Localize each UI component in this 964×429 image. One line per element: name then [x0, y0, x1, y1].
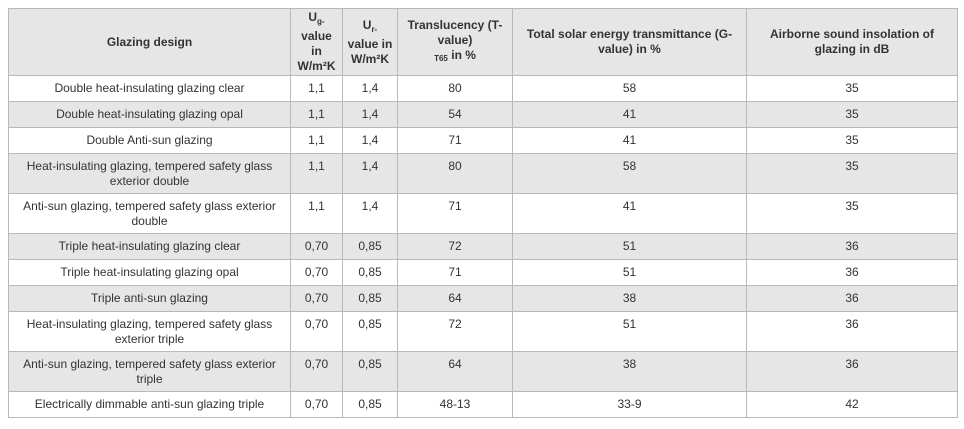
header-translucency-unit: in % — [451, 48, 476, 62]
header-sound-insulation: Airborne sound insolation of glazing in … — [746, 8, 958, 76]
table-row: Anti-sun glazing, tempered safety glass … — [8, 193, 958, 234]
cell-solar-transmittance: 58 — [512, 75, 747, 102]
cell-ug-value: 1,1 — [290, 127, 343, 154]
table-row: Heat-insulating glazing, tempered safety… — [8, 153, 958, 194]
cell-solar-transmittance: 33-9 — [512, 391, 747, 418]
cell-sound-insulation: 36 — [746, 233, 958, 260]
cell-sound-insulation: 36 — [746, 259, 958, 286]
cell-ur-value: 1,4 — [342, 101, 398, 128]
cell-ug-value: 0,70 — [290, 311, 343, 352]
header-ur-value: Ur- value in W/m²K — [342, 8, 398, 76]
cell-ur-value: 1,4 — [342, 153, 398, 194]
cell-ug-value: 0,70 — [290, 233, 343, 260]
cell-solar-transmittance: 38 — [512, 285, 747, 312]
cell-glazing-design: Electrically dimmable anti-sun glazing t… — [8, 391, 291, 418]
cell-glazing-design: Double heat-insulating glazing opal — [8, 101, 291, 128]
header-ug-value: Ug- value in W/m²K — [290, 8, 343, 76]
cell-ur-value: 0,85 — [342, 233, 398, 260]
cell-ur-value: 0,85 — [342, 351, 398, 392]
header-ur-subscript: r- — [371, 24, 378, 34]
header-translucency-subscript: T65 — [434, 54, 448, 63]
table-row: Anti-sun glazing, tempered safety glass … — [8, 351, 958, 392]
cell-glazing-design: Triple heat-insulating glazing opal — [8, 259, 291, 286]
cell-ur-value: 0,85 — [342, 259, 398, 286]
table-row: Double heat-insulating glazing clear 1,1 1… — [8, 75, 958, 102]
cell-ug-value: 0,70 — [290, 259, 343, 286]
cell-solar-transmittance: 41 — [512, 127, 747, 154]
cell-sound-insulation: 35 — [746, 101, 958, 128]
cell-sound-insulation: 36 — [746, 351, 958, 392]
cell-translucency: 72 — [397, 311, 513, 352]
table-row: Double heat-insulating glazing opal 1,1 1,… — [8, 101, 958, 128]
table-row: Heat-insulating glazing, tempered safety… — [8, 311, 958, 352]
cell-ug-value: 0,70 — [290, 351, 343, 392]
cell-glazing-design: Triple heat-insulating glazing clear — [8, 233, 291, 260]
cell-translucency: 80 — [397, 75, 513, 102]
cell-sound-insulation: 36 — [746, 311, 958, 352]
table-row: Triple heat-insulating glazing opal 0,70 0… — [8, 259, 958, 286]
cell-ug-value: 0,70 — [290, 285, 343, 312]
cell-solar-transmittance: 41 — [512, 101, 747, 128]
cell-ur-value: 0,85 — [342, 311, 398, 352]
cell-sound-insulation: 36 — [746, 285, 958, 312]
cell-glazing-design: Heat-insulating glazing, tempered safety… — [8, 311, 291, 352]
header-glazing-design: Glazing design — [8, 8, 291, 76]
cell-solar-transmittance: 51 — [512, 233, 747, 260]
header-ug-unit: value in W/m²K — [297, 29, 336, 73]
cell-translucency: 71 — [397, 127, 513, 154]
cell-ur-value: 1,4 — [342, 75, 398, 102]
cell-translucency: 71 — [397, 259, 513, 286]
cell-ur-value: 1,4 — [342, 127, 398, 154]
cell-glazing-design: Double Anti-sun glazing — [8, 127, 291, 154]
cell-glazing-design: Anti-sun glazing, tempered safety glass … — [8, 193, 291, 234]
cell-solar-transmittance: 58 — [512, 153, 747, 194]
cell-solar-transmittance: 38 — [512, 351, 747, 392]
cell-ug-value: 1,1 — [290, 75, 343, 102]
cell-glazing-design: Triple anti-sun glazing — [8, 285, 291, 312]
cell-ur-value: 0,85 — [342, 391, 398, 418]
cell-translucency: 80 — [397, 153, 513, 194]
header-ug-symbol: U — [308, 10, 318, 24]
cell-translucency: 71 — [397, 193, 513, 234]
cell-ug-value: 1,1 — [290, 153, 343, 194]
cell-glazing-design: Double heat-insulating glazing clear — [8, 75, 291, 102]
header-translucency: Translucency (T-value) T65 in % — [397, 8, 513, 76]
header-ug-subscript: g- — [317, 17, 325, 26]
cell-sound-insulation: 35 — [746, 193, 958, 234]
header-translucency-label: Translucency (T-value) — [407, 18, 503, 47]
cell-ur-value: 0,85 — [342, 285, 398, 312]
cell-solar-transmittance: 51 — [512, 259, 747, 286]
cell-sound-insulation: 35 — [746, 75, 958, 102]
cell-ug-value: 1,1 — [290, 193, 343, 234]
cell-glazing-design: Anti-sun glazing, tempered safety glass … — [8, 351, 291, 392]
cell-ug-value: 0,70 — [290, 391, 343, 418]
table-row: Triple heat-insulating glazing clear 0,70… — [8, 233, 958, 260]
header-row: Glazing design Ug- value in W/m²K Ur- va… — [8, 8, 958, 76]
cell-translucency: 48-13 — [397, 391, 513, 418]
cell-sound-insulation: 35 — [746, 153, 958, 194]
header-ur-unit: value in W/m²K — [347, 36, 393, 66]
cell-solar-transmittance: 41 — [512, 193, 747, 234]
cell-ug-value: 1,1 — [290, 101, 343, 128]
cell-sound-insulation: 35 — [746, 127, 958, 154]
cell-ur-value: 1,4 — [342, 193, 398, 234]
cell-translucency: 64 — [397, 285, 513, 312]
table-row: Electrically dimmable anti-sun glazing t… — [8, 391, 958, 418]
cell-solar-transmittance: 51 — [512, 311, 747, 352]
cell-translucency: 54 — [397, 101, 513, 128]
cell-translucency: 72 — [397, 233, 513, 260]
header-ur-symbol: U — [362, 17, 372, 32]
table-row: Triple anti-sun glazing 0,70 0,85 64 38 36 — [8, 285, 958, 312]
header-solar-transmittance: Total solar energy transmittance (G-valu… — [512, 8, 747, 76]
cell-sound-insulation: 42 — [746, 391, 958, 418]
cell-glazing-design: Heat-insulating glazing, tempered safety… — [8, 153, 291, 194]
glazing-table: Glazing design Ug- value in W/m²K Ur- va… — [8, 8, 958, 418]
cell-translucency: 64 — [397, 351, 513, 392]
table-row: Double Anti-sun glazing 1,1 1,4 71 41 35 — [8, 127, 958, 154]
